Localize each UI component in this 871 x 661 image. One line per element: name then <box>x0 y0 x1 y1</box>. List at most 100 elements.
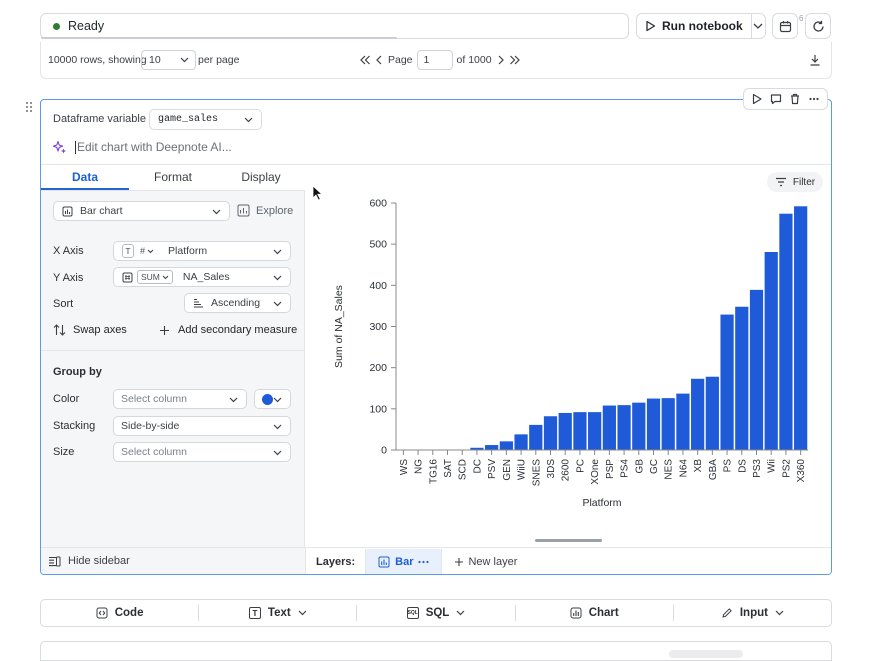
bar-chart-icon <box>62 206 73 217</box>
y-axis-value: NA_Sales <box>183 271 230 283</box>
x-tick-label: PS3 <box>752 459 763 478</box>
last-page-icon[interactable] <box>509 55 521 65</box>
layer-tab-bar[interactable]: Bar <box>365 549 442 575</box>
per-page-select[interactable]: 10 <box>141 50 196 70</box>
size-column-select[interactable]: Select column <box>113 442 291 462</box>
bar-gen <box>500 441 513 450</box>
chevron-down-icon <box>162 275 169 280</box>
add-code-label: Code <box>115 607 144 619</box>
kernel-status-bar: Ready <box>40 13 629 39</box>
chevron-down-icon <box>273 275 282 281</box>
stacking-select[interactable]: Side-by-side <box>113 416 291 436</box>
comment-icon[interactable] <box>770 93 782 105</box>
more-options-icon[interactable] <box>418 560 429 564</box>
tab-display[interactable]: Display <box>217 165 305 190</box>
block-actions-toolbar <box>743 88 828 110</box>
next-page-icon[interactable] <box>496 55 505 65</box>
stacking-label: Stacking <box>53 420 95 432</box>
first-page-icon[interactable] <box>359 55 371 65</box>
page-total-label: of 1000 <box>457 54 492 66</box>
chart-type-value: Bar chart <box>80 205 123 217</box>
add-sql-label: SQL <box>426 607 450 619</box>
color-label: Color <box>53 393 79 405</box>
add-code-block-button[interactable]: Code <box>41 605 199 621</box>
explore-label: Explore <box>256 205 293 217</box>
ai-edit-row[interactable]: Edit chart with Deepnote AI... <box>53 140 232 154</box>
ai-edit-input[interactable]: Edit chart with Deepnote AI... <box>77 140 232 154</box>
sort-select[interactable]: Ascending <box>184 293 291 313</box>
chevron-down-icon <box>273 424 282 430</box>
size-label: Size <box>53 446 74 458</box>
chart-type-select[interactable]: Bar chart <box>53 201 230 221</box>
y-tick-label: 0 <box>381 445 387 457</box>
add-sql-block-button[interactable]: SQL SQL <box>357 605 515 621</box>
tab-format[interactable]: Format <box>129 165 217 190</box>
y-axis-agg-select[interactable]: SUM <box>137 270 173 284</box>
chevron-down-icon <box>456 610 465 616</box>
run-notebook-label: Run notebook <box>662 19 743 33</box>
y-tick-label: 300 <box>369 321 387 333</box>
x-tick-label: Wii <box>767 459 778 473</box>
sort-label: Sort <box>53 298 73 310</box>
explore-button[interactable]: Explore <box>237 204 293 217</box>
restart-button[interactable] <box>805 13 831 39</box>
y-axis-title: Sum of NA_Sales <box>333 285 345 368</box>
plus-icon <box>454 557 464 567</box>
run-block-icon[interactable] <box>751 93 763 105</box>
add-chart-block-button[interactable]: Chart <box>516 605 674 621</box>
x-axis-agg-select[interactable]: # <box>138 244 156 258</box>
swap-axes-button[interactable]: Swap axes <box>53 324 127 336</box>
x-axis-select[interactable]: T # Platform <box>113 241 291 261</box>
group-by-heading: Group by <box>53 366 102 378</box>
run-options-dropdown[interactable] <box>752 14 765 38</box>
x-tick-label: PSP <box>605 459 616 479</box>
bar-ps <box>720 315 733 450</box>
y-tick-label: 600 <box>369 198 387 210</box>
run-notebook-button-group[interactable]: Run notebook <box>636 13 766 39</box>
x-tick-label: SNES <box>531 459 542 487</box>
chart-block: Dataframe variable game_sales Edit chart… <box>40 99 832 575</box>
bar-xone <box>588 412 601 450</box>
status-progress <box>41 37 397 39</box>
chevron-down-icon <box>212 209 221 215</box>
hide-sidebar-button[interactable]: Hide sidebar <box>48 555 130 567</box>
chart-scrollbar[interactable] <box>535 539 602 542</box>
y-axis-select[interactable]: SUM NA_Sales <box>113 267 291 287</box>
chevron-down-icon <box>775 610 784 616</box>
more-options-icon[interactable] <box>808 93 820 105</box>
prev-page-icon[interactable] <box>375 55 384 65</box>
text-icon: T <box>249 607 261 619</box>
explore-icon <box>237 204 250 217</box>
bar-x360 <box>794 206 807 450</box>
add-text-block-button[interactable]: T Text <box>199 605 357 621</box>
trash-icon[interactable] <box>789 93 801 105</box>
color-column-select[interactable]: Select column <box>113 389 247 409</box>
x-tick-label: XOne <box>590 459 601 485</box>
add-secondary-measure-button[interactable]: Add secondary measure <box>159 324 297 336</box>
download-icon[interactable] <box>809 54 821 66</box>
dataframe-select[interactable]: game_sales <box>149 109 262 130</box>
y-tick-label: 100 <box>369 403 387 415</box>
run-notebook-button[interactable]: Run notebook <box>637 14 752 38</box>
next-block-pill <box>669 650 743 658</box>
chart-config-sidebar: Data Format Display Bar chart Explore X … <box>41 165 305 547</box>
schedule-button[interactable] <box>772 13 798 39</box>
table-pagination-bar: 10000 rows, showing 10 per page Page 1 o… <box>40 42 832 79</box>
bar-psp <box>603 406 616 450</box>
chevron-down-icon <box>298 610 307 616</box>
add-input-block-button[interactable]: Input <box>674 605 831 621</box>
tab-data[interactable]: Data <box>41 165 129 190</box>
filter-button[interactable]: Filter <box>767 172 823 192</box>
color-column-placeholder: Select column <box>121 393 187 405</box>
new-layer-button[interactable]: New layer <box>442 556 529 568</box>
dataframe-value: game_sales <box>158 114 218 125</box>
color-picker[interactable] <box>254 389 291 409</box>
pager: Page 1 of 1000 <box>359 50 521 70</box>
chevron-down-icon <box>753 23 763 29</box>
bar-snes <box>529 425 542 450</box>
kernel-status-text: Ready <box>68 19 104 33</box>
x-axis-label: X Axis <box>53 245 84 257</box>
page-number-input[interactable]: 1 <box>417 50 453 70</box>
drag-handle-icon[interactable] <box>25 101 33 113</box>
x-tick-label: XB <box>693 459 704 473</box>
